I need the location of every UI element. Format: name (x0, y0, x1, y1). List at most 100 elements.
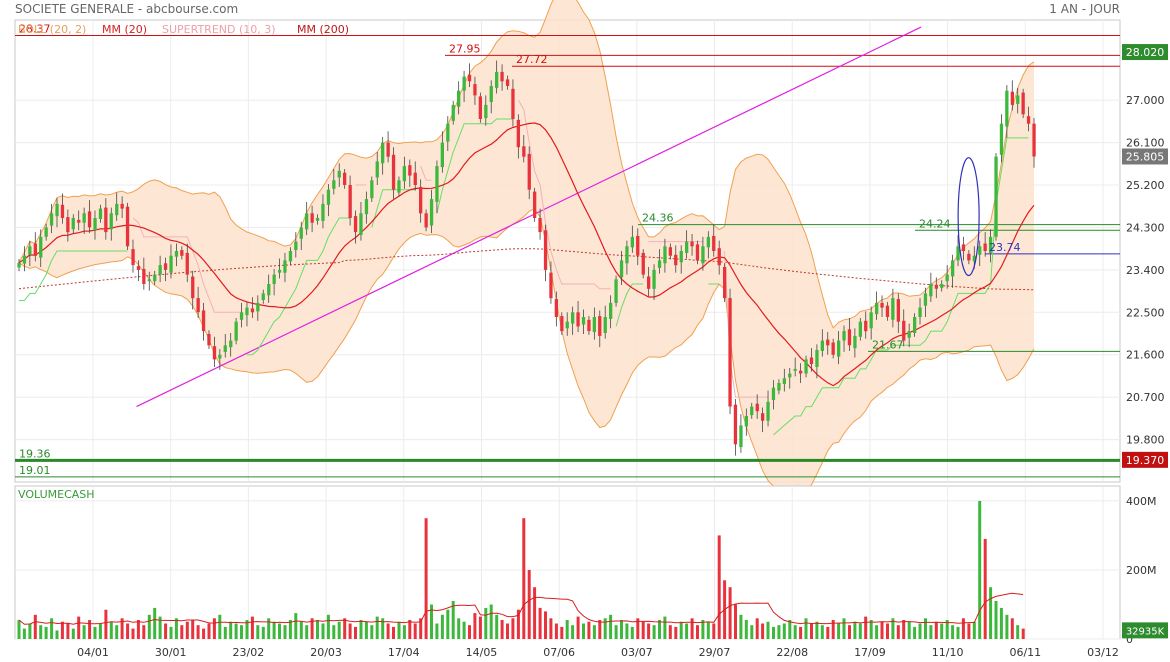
legend-boll[interactable]: BOLL (20, 2) (18, 23, 86, 36)
candle-body (967, 253, 971, 261)
volume-bar (326, 614, 330, 639)
volume-bar (104, 609, 108, 639)
level-labels: 28.37 27.95 27.72 24.36 24.24 23.74 21.67 19.36… (19, 23, 1021, 477)
volume-bar (701, 620, 705, 639)
volume-bar (544, 611, 547, 639)
candle-body (343, 172, 347, 185)
candle-body (625, 246, 629, 264)
legend-supertrend[interactable]: SUPERTREND (10, 3) (162, 23, 276, 36)
candle-body (332, 180, 336, 189)
candle-body (147, 279, 151, 282)
candle-body (109, 213, 113, 230)
volume-bar (451, 601, 455, 639)
volume-bar (516, 609, 520, 639)
candle-body (386, 142, 390, 157)
volume-bar (375, 616, 379, 639)
candle-body (353, 216, 358, 233)
volume-bar (799, 626, 803, 639)
volume-bar (348, 623, 352, 639)
volume-bar (169, 626, 173, 639)
bollinger-area (19, 0, 1034, 496)
legend-mm20[interactable]: MM (20) (102, 23, 147, 36)
volume-bar (978, 500, 982, 639)
volume-bar (430, 604, 433, 639)
volume-bar (392, 626, 395, 639)
volume-bar (848, 625, 851, 639)
volume-bar (402, 625, 406, 639)
volume-bar (60, 621, 64, 639)
price-tick-label: 26.100 (1126, 137, 1165, 150)
candle-body (674, 254, 678, 266)
candle-body (864, 320, 868, 332)
period-label[interactable]: 1 AN - JOUR (1049, 2, 1120, 16)
volume-bar (223, 626, 227, 639)
volume-bar (386, 623, 390, 639)
volume-bar (109, 621, 113, 639)
volume-bar (858, 623, 862, 639)
volume-bar (267, 618, 271, 639)
candle-body (690, 241, 694, 247)
volume-bar (174, 618, 178, 639)
candle-body (533, 191, 537, 218)
volume-bar (658, 620, 661, 639)
candle-body (391, 154, 396, 190)
candle-body (223, 345, 227, 352)
candle-body (679, 251, 683, 263)
volume-bar (500, 620, 504, 639)
bollinger-upper (18, 0, 1035, 329)
volume-bar (918, 623, 922, 639)
candle-body (837, 340, 841, 357)
candle-body (348, 185, 352, 218)
candle-body (196, 298, 200, 313)
candle-body (875, 302, 879, 315)
candle-body (191, 276, 195, 299)
volume-bar (229, 621, 233, 639)
volume-bar (364, 621, 368, 639)
volume-bar (620, 620, 623, 639)
volume-bar (126, 623, 130, 639)
volume-bar (880, 621, 884, 639)
candle-body (500, 71, 504, 82)
supertrend-segment (247, 217, 351, 356)
candle-body (142, 268, 146, 284)
candle-body (885, 305, 890, 317)
candle-body (359, 213, 363, 235)
candle-body (945, 274, 949, 282)
volume-bar (685, 623, 689, 639)
volume-bar (381, 618, 385, 639)
volume-bar (446, 609, 450, 639)
level-label: 27.95 (449, 42, 481, 55)
volume-bar (468, 625, 471, 639)
volume-bar (495, 614, 499, 639)
candle-body (207, 334, 211, 346)
candle-body (131, 249, 135, 266)
volume-bar (397, 621, 401, 639)
volume-bar (164, 623, 168, 639)
volume-bar (902, 620, 906, 639)
volume-bar (831, 620, 835, 639)
candle-body (609, 302, 613, 319)
date-tick-label: 30/01 (155, 646, 187, 659)
candle-body (831, 342, 835, 355)
volume-bar (245, 620, 249, 639)
candle-body (424, 213, 428, 228)
volume-bar (33, 614, 37, 639)
candle-body (587, 319, 591, 332)
candle-body (77, 219, 81, 223)
price-tick-label: 19.800 (1126, 434, 1165, 447)
volume-bar (614, 625, 618, 639)
volume-bar (212, 618, 216, 639)
volume-bar (359, 620, 363, 639)
candle-body (71, 218, 75, 230)
candle-body (994, 156, 998, 237)
candle-body (999, 123, 1004, 155)
volume-bar (489, 604, 493, 639)
candle-body (288, 251, 293, 262)
level-label: 24.24 (919, 217, 951, 230)
candle-body (229, 340, 233, 348)
volume-bar (473, 613, 477, 639)
candle-body (576, 312, 580, 327)
legend-mm200[interactable]: MM (200) (297, 23, 349, 36)
candle-body (750, 406, 754, 416)
candle-body (256, 302, 260, 312)
